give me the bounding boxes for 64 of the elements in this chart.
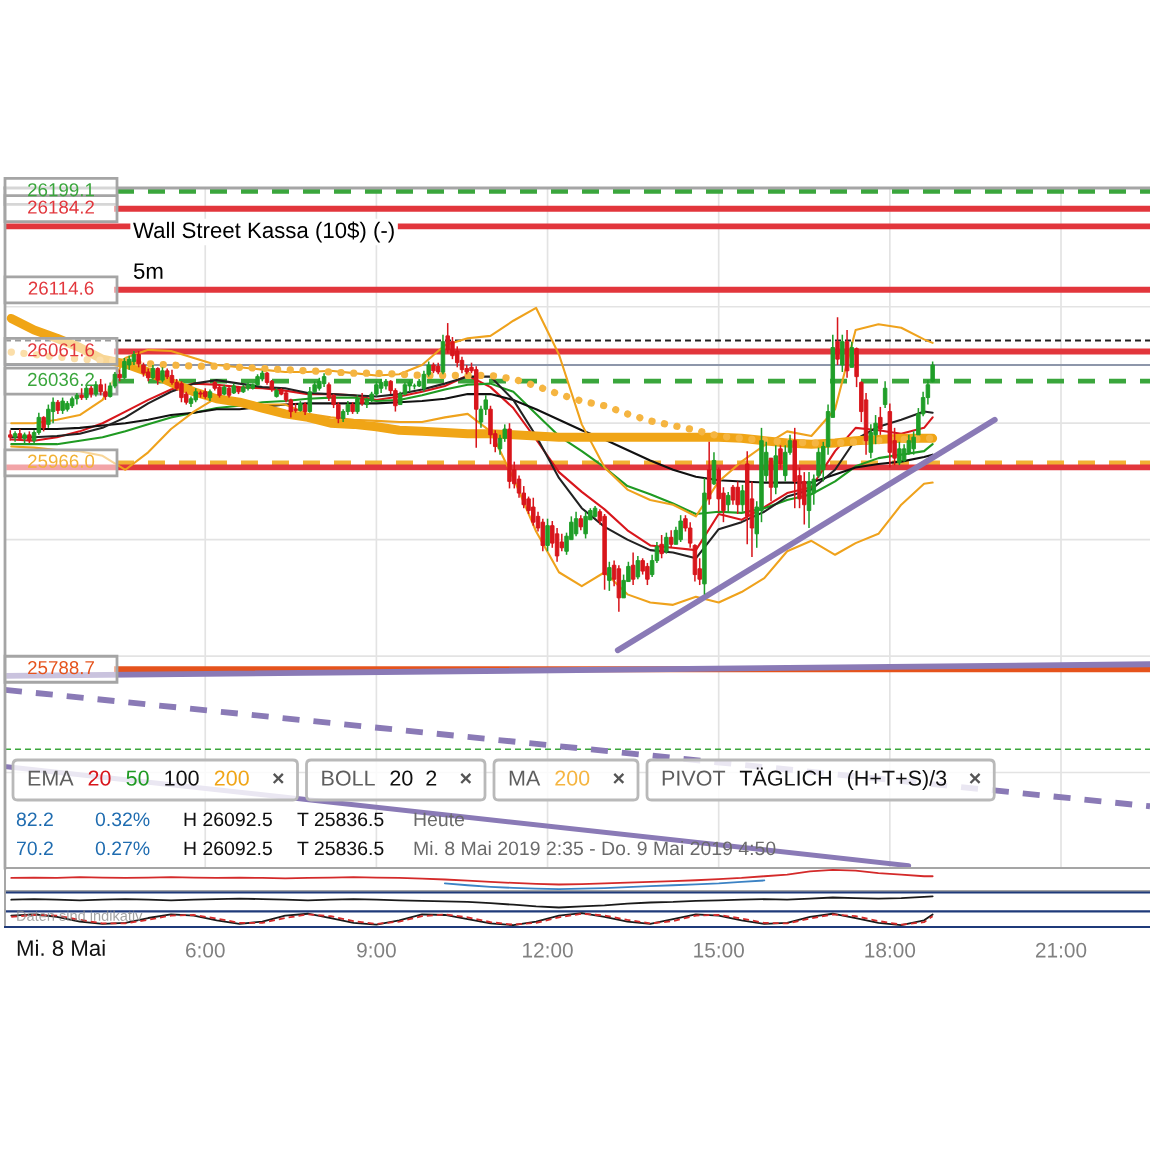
annotation: Heute bbox=[414, 812, 465, 827]
x-tick-label: 12:00 bbox=[523, 942, 573, 958]
candlestick bbox=[635, 555, 641, 580]
annotation: 0.32% bbox=[95, 812, 150, 827]
candlestick bbox=[678, 514, 683, 543]
annotation: H 26092.5 bbox=[184, 812, 272, 827]
candlestick bbox=[554, 527, 560, 563]
annotation: PIVOT bbox=[662, 770, 726, 786]
annotation: H 26092.5 bbox=[184, 841, 272, 856]
annotation: 0.27% bbox=[95, 841, 150, 856]
x-tick-label: 18:00 bbox=[865, 942, 916, 958]
candlestick bbox=[735, 480, 740, 515]
annotation: EMA bbox=[28, 770, 74, 786]
annotation: BOLL bbox=[322, 770, 375, 786]
ref-line-label: 26184.2 bbox=[28, 200, 94, 214]
x-tick-label: 21:00 bbox=[1035, 942, 1087, 958]
annotation: × bbox=[969, 773, 981, 784]
annotation: 20 2 bbox=[390, 770, 437, 786]
text: 20 bbox=[88, 770, 111, 786]
annotation: × bbox=[272, 773, 284, 784]
text: Wall Street Kassa (10$) (-) bbox=[133, 221, 394, 243]
text: Mi. 8 Mai bbox=[17, 939, 105, 956]
annotation: TÄGLICH bbox=[739, 767, 831, 786]
text: 5m bbox=[133, 263, 163, 279]
candlestick bbox=[573, 510, 579, 537]
candlestick bbox=[607, 561, 612, 592]
ref-line-label: 25788.7 bbox=[28, 661, 94, 675]
candlestick bbox=[725, 491, 731, 513]
ref-line-label: 26061.6 bbox=[28, 343, 95, 357]
x-tick-label: 15:00 bbox=[694, 942, 744, 958]
candlestick bbox=[882, 380, 888, 409]
candlestick bbox=[630, 551, 636, 586]
annotation: 70.2 bbox=[17, 841, 53, 856]
annotation: 82.2 bbox=[16, 812, 53, 827]
x-tick-label: 9:00 bbox=[357, 942, 396, 958]
candlestick bbox=[664, 531, 669, 555]
candlestick bbox=[740, 484, 745, 513]
annotation: MA bbox=[509, 770, 541, 786]
candlestick bbox=[307, 386, 313, 414]
candlestick bbox=[868, 423, 874, 459]
candlestick bbox=[849, 340, 855, 369]
x-tick-label: 6:00 bbox=[186, 942, 225, 958]
text: 100 bbox=[165, 770, 199, 786]
text: 200 bbox=[555, 770, 590, 786]
ref-line-label: 26114.6 bbox=[28, 281, 94, 295]
text: 200 bbox=[214, 770, 249, 786]
candlestick bbox=[730, 484, 736, 506]
text: 50 bbox=[126, 770, 149, 786]
ref-line-label: 26036.2 bbox=[28, 372, 94, 387]
candlestick bbox=[326, 381, 332, 402]
annotation: T 25836.5 bbox=[297, 812, 384, 827]
ref-line-label: 26199.1 bbox=[28, 183, 94, 197]
annotation: T 25836.5 bbox=[297, 841, 384, 856]
annotation: (H+T+S)/3 bbox=[847, 769, 947, 791]
candlestick bbox=[840, 333, 845, 373]
ref-line-label: 25966.0 bbox=[28, 454, 95, 468]
candlestick bbox=[355, 394, 360, 415]
candlestick bbox=[835, 316, 840, 366]
candlestick bbox=[687, 521, 693, 549]
candlestick bbox=[878, 406, 883, 436]
candlestick bbox=[778, 444, 783, 470]
candlestick bbox=[545, 517, 550, 553]
annotation: × bbox=[613, 773, 625, 784]
annotation: × bbox=[460, 773, 472, 784]
